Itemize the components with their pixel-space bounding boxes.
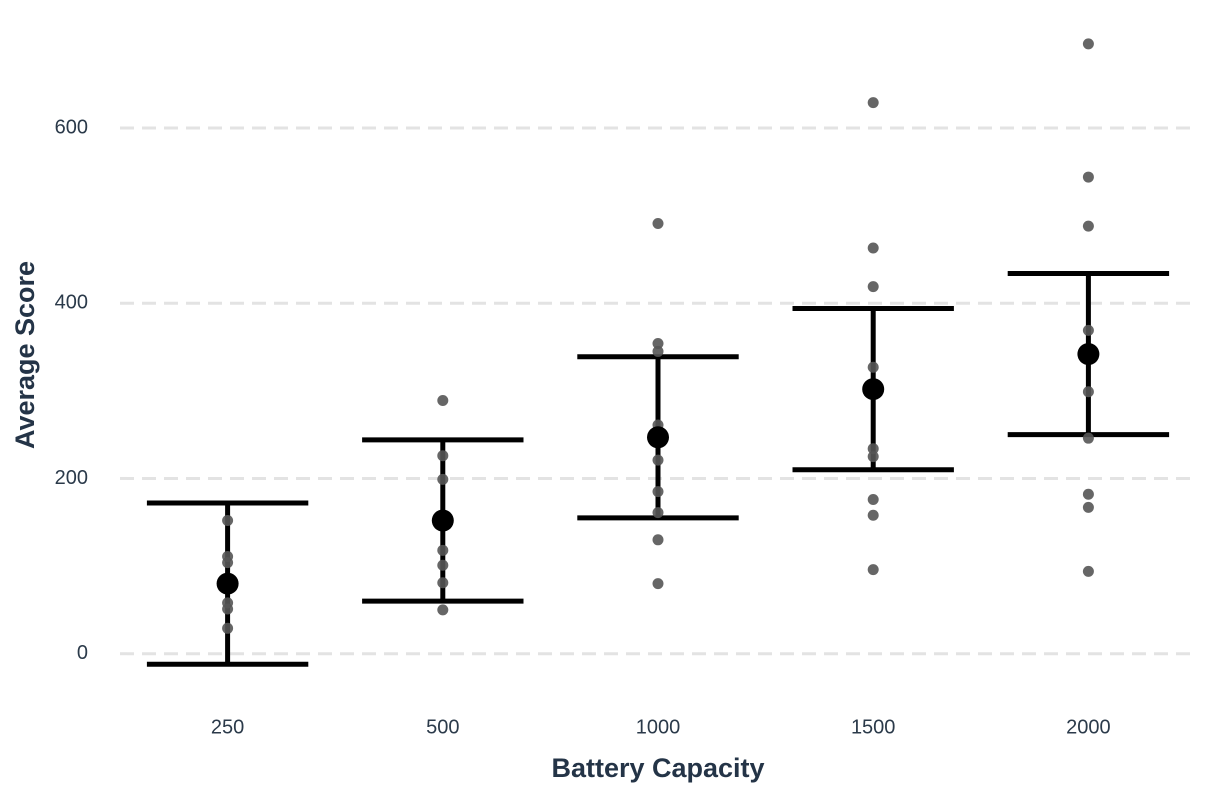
data-point	[222, 515, 234, 527]
data-point	[867, 494, 879, 506]
data-point	[222, 622, 234, 634]
y-axis-title: Average Score	[10, 261, 40, 449]
data-point	[652, 578, 664, 590]
data-point	[1082, 432, 1094, 444]
data-point	[1082, 171, 1094, 183]
data-point	[437, 450, 449, 462]
data-point	[867, 97, 879, 109]
mean-point	[431, 509, 454, 532]
mean-point	[216, 572, 239, 595]
data-point	[652, 218, 664, 230]
data-point	[437, 577, 449, 589]
x-tick-label: 250	[211, 716, 244, 738]
data-point	[867, 361, 879, 373]
data-point	[867, 242, 879, 254]
data-point	[652, 507, 664, 519]
data-point	[867, 281, 879, 293]
y-tick-label: 200	[55, 467, 88, 489]
data-point	[437, 473, 449, 485]
data-point	[867, 443, 879, 455]
data-point	[867, 564, 879, 576]
x-axis-title: Battery Capacity	[551, 753, 764, 783]
x-tick-label: 1500	[851, 716, 896, 738]
data-point	[1082, 38, 1094, 50]
y-tick-label: 400	[55, 292, 88, 314]
data-point	[867, 451, 879, 463]
data-point	[652, 345, 664, 357]
data-point	[1082, 501, 1094, 513]
data-point	[652, 338, 664, 350]
data-point	[1082, 324, 1094, 336]
data-point	[1082, 386, 1094, 398]
y-tick-label: 600	[55, 116, 88, 138]
data-point	[437, 394, 449, 406]
data-point	[1082, 220, 1094, 232]
data-point	[222, 557, 234, 569]
data-point	[437, 559, 449, 571]
data-point	[652, 454, 664, 466]
mean-point	[647, 426, 669, 449]
data-point	[437, 544, 449, 556]
data-point	[652, 534, 664, 546]
x-tick-label: 1000	[636, 716, 681, 738]
y-tick-label: 0	[77, 642, 88, 664]
data-point	[437, 604, 449, 616]
data-point	[1082, 488, 1094, 500]
mean-point	[862, 378, 885, 401]
x-tick-label: 500	[426, 716, 459, 738]
data-point	[652, 486, 664, 498]
data-point	[1082, 565, 1094, 577]
data-point	[222, 603, 234, 615]
data-point	[867, 509, 879, 521]
mean-point	[1077, 343, 1100, 366]
x-tick-label: 2000	[1066, 716, 1111, 738]
